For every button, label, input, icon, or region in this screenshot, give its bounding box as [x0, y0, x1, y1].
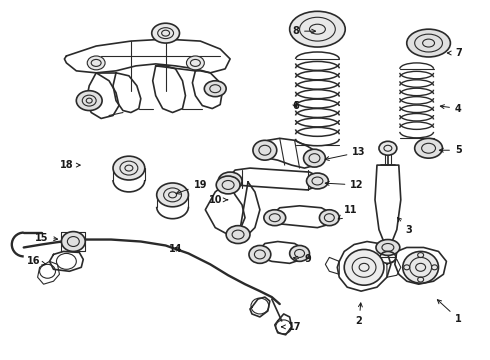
Ellipse shape — [307, 173, 328, 189]
Text: 9: 9 — [294, 255, 311, 264]
Text: 17: 17 — [282, 322, 301, 332]
Ellipse shape — [113, 156, 145, 180]
Text: 16: 16 — [27, 256, 46, 266]
Ellipse shape — [61, 231, 85, 251]
Ellipse shape — [249, 246, 271, 264]
Text: 11: 11 — [338, 205, 358, 219]
Text: 15: 15 — [35, 233, 58, 243]
Ellipse shape — [87, 56, 105, 70]
Ellipse shape — [344, 249, 384, 285]
Ellipse shape — [319, 210, 339, 226]
Text: 3: 3 — [397, 217, 412, 235]
Text: 19: 19 — [176, 180, 207, 194]
Text: 13: 13 — [325, 147, 366, 161]
Ellipse shape — [403, 251, 439, 283]
Ellipse shape — [76, 91, 102, 111]
Text: 6: 6 — [292, 100, 299, 111]
Ellipse shape — [290, 11, 345, 47]
Text: 2: 2 — [356, 303, 363, 326]
Ellipse shape — [157, 183, 189, 207]
Text: 10: 10 — [208, 195, 228, 205]
Ellipse shape — [376, 239, 400, 255]
Ellipse shape — [152, 23, 179, 43]
Ellipse shape — [379, 141, 397, 155]
Text: 7: 7 — [447, 48, 462, 58]
Text: 8: 8 — [292, 26, 316, 36]
Ellipse shape — [407, 29, 450, 57]
Ellipse shape — [204, 81, 226, 96]
Text: 14: 14 — [169, 244, 182, 255]
Ellipse shape — [415, 138, 442, 158]
Ellipse shape — [264, 210, 286, 226]
Ellipse shape — [216, 176, 240, 194]
Text: 12: 12 — [325, 180, 364, 190]
Text: 18: 18 — [60, 160, 80, 170]
Text: 4: 4 — [441, 104, 462, 113]
Text: 5: 5 — [440, 145, 462, 155]
Ellipse shape — [303, 149, 325, 167]
Ellipse shape — [290, 246, 310, 261]
Ellipse shape — [226, 226, 250, 243]
Ellipse shape — [187, 56, 204, 70]
Ellipse shape — [218, 172, 242, 190]
Text: 1: 1 — [438, 300, 462, 324]
Ellipse shape — [253, 140, 277, 160]
